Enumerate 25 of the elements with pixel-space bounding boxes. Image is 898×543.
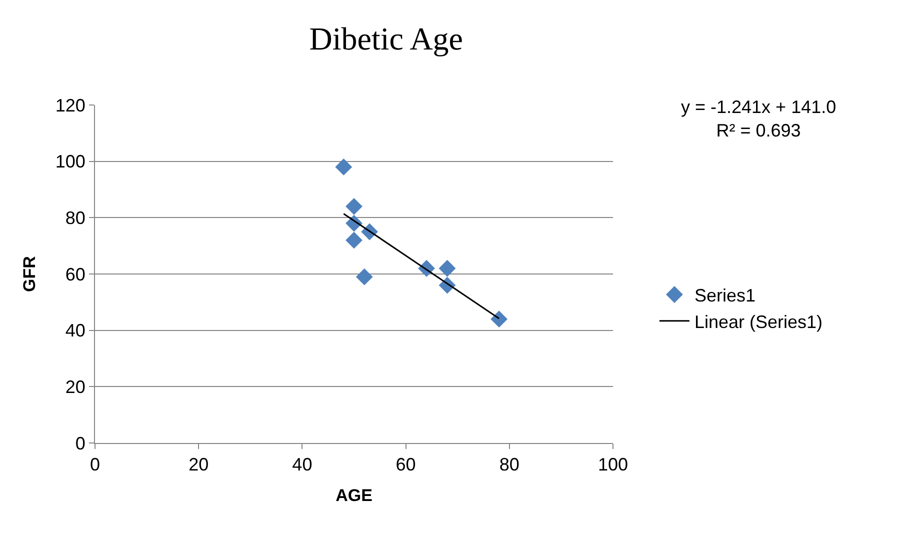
- x-tick-label: 100: [598, 454, 628, 475]
- y-tick-label: 60: [65, 264, 86, 284]
- chart-title: Dibetic Age: [309, 20, 464, 57]
- y-tick-label: 0: [75, 433, 86, 454]
- y-tick-label: 20: [65, 376, 86, 397]
- x-tick-label: 20: [188, 454, 209, 475]
- point: [346, 198, 362, 215]
- y-tick-label: 120: [55, 95, 86, 116]
- x-tick-label: 60: [396, 454, 416, 475]
- point: [490, 310, 508, 328]
- x-tick-label: 0: [90, 454, 100, 475]
- legend-label: Linear (Series1): [694, 312, 823, 332]
- x-axis-title: AGE: [336, 486, 372, 505]
- point: [438, 260, 456, 277]
- legend-label: Series1: [694, 286, 756, 306]
- y-axis-title: GFR: [20, 256, 39, 292]
- y-tick-label: 100: [55, 152, 86, 172]
- point: [335, 158, 352, 176]
- text: y = -1.241x + 141.0 R² = 0.693: [681, 97, 836, 140]
- y-tick-label: 80: [65, 208, 86, 228]
- point: [346, 232, 362, 249]
- x-tick-label: 40: [292, 454, 312, 475]
- x-tick-label: 80: [499, 454, 520, 475]
- point: [356, 268, 373, 286]
- y-tick-label: 40: [65, 320, 86, 341]
